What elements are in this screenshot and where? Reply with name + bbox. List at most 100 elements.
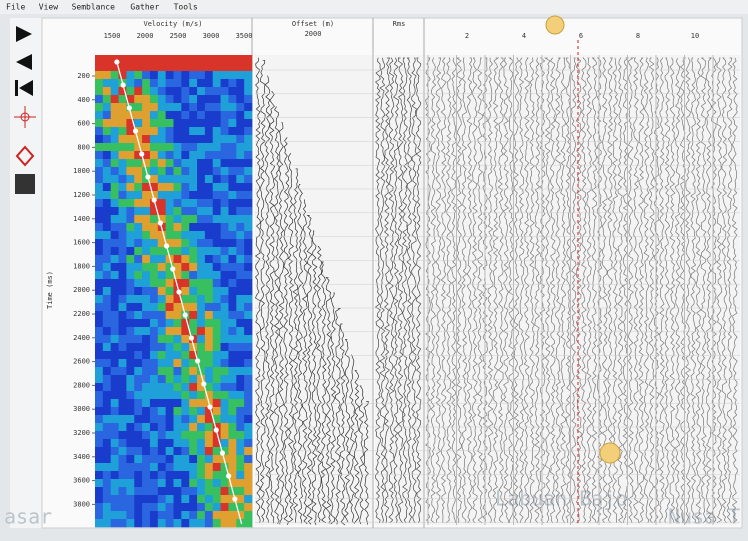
semblance-cell <box>110 71 119 80</box>
semblance-cell <box>220 479 229 488</box>
semblance-cell <box>149 431 159 440</box>
semblance-cell <box>236 159 245 168</box>
semblance-cell <box>220 303 229 312</box>
semblance-cell <box>212 215 221 224</box>
semblance-cell <box>244 327 253 336</box>
semblance-cell <box>165 343 174 352</box>
semblance-cell <box>118 151 127 160</box>
semblance-cell <box>244 423 253 432</box>
semblance-cell <box>197 223 206 232</box>
semblance-cell <box>126 55 135 64</box>
semblance-cell <box>220 287 229 296</box>
menu-item[interactable]: Gather <box>130 3 159 12</box>
semblance-cell <box>95 423 104 432</box>
semblance-cell <box>157 359 166 368</box>
semblance-cell <box>102 447 111 456</box>
semblance-cell <box>95 351 104 360</box>
semblance-cell <box>157 279 166 288</box>
semblance-cell <box>118 399 127 408</box>
semblance-cell <box>181 103 190 112</box>
semblance-cell <box>173 391 182 400</box>
gather-trace <box>721 57 728 524</box>
semblance-cell <box>189 383 198 392</box>
semblance-cell <box>220 103 229 112</box>
semblance-cell <box>157 495 166 504</box>
gather-trace <box>586 57 593 524</box>
semblance-cell <box>197 391 206 400</box>
gather-trace <box>523 57 530 524</box>
semblance-cell <box>118 375 127 384</box>
semblance-cell <box>189 79 198 88</box>
semblance-cell <box>165 383 174 392</box>
semblance-cell <box>220 207 229 216</box>
semblance-cell <box>102 263 111 272</box>
semblance-cell <box>134 119 143 128</box>
semblance-cell <box>95 271 104 280</box>
semblance-cell <box>149 487 159 496</box>
semblance-cell <box>189 503 198 512</box>
semblance-cell <box>181 495 190 504</box>
semblance-cell <box>212 359 221 368</box>
semblance-cell <box>212 367 221 376</box>
semblance-cell <box>102 503 111 512</box>
semblance-cell <box>236 423 245 432</box>
semblance-cell <box>95 191 104 200</box>
semblance-cell <box>142 383 151 392</box>
play-button[interactable] <box>16 26 32 42</box>
semblance-cell <box>95 439 104 448</box>
semblance-cell <box>197 431 206 440</box>
menu-item[interactable]: Tools <box>174 3 198 12</box>
semblance-cell <box>126 191 135 200</box>
semblance-cell <box>212 167 221 176</box>
semblance-cell <box>118 495 127 504</box>
semblance-cell <box>102 303 111 312</box>
menu-item[interactable]: View <box>39 3 58 12</box>
back-button[interactable] <box>16 54 32 70</box>
semblance-cell <box>189 111 198 120</box>
semblance-cell <box>157 383 166 392</box>
semblance-cell <box>95 519 104 528</box>
semblance-cell <box>95 215 104 224</box>
semblance-cell <box>204 503 214 512</box>
semblance-cell <box>149 375 159 384</box>
semblance-cell <box>165 271 174 280</box>
semblance-cell <box>95 375 104 384</box>
semblance-cell <box>157 519 166 528</box>
time-tick: 1600 <box>73 239 90 247</box>
semblance-cell <box>173 247 182 256</box>
semblance-cell <box>236 95 245 104</box>
semblance-cell <box>220 423 229 432</box>
gather-trace <box>731 57 738 524</box>
gather-trace <box>555 57 561 524</box>
gather-trace <box>726 57 733 524</box>
semblance-cell <box>236 351 245 360</box>
semblance-cell <box>173 191 182 200</box>
semblance-cell <box>212 487 221 496</box>
semblance-cell <box>165 431 174 440</box>
semblance-cell <box>212 447 221 456</box>
semblance-cell <box>134 383 143 392</box>
semblance-cell <box>134 471 143 480</box>
semblance-cell <box>212 63 221 72</box>
first-button[interactable] <box>15 80 33 96</box>
pick-tool[interactable] <box>14 106 36 128</box>
semblance-cell <box>189 231 198 240</box>
semblance-cell <box>95 151 104 160</box>
menu-item[interactable]: Semblance <box>72 3 116 12</box>
semblance-cell <box>244 151 253 160</box>
time-tick: 3400 <box>73 453 90 461</box>
semblance-cell <box>134 319 143 328</box>
semblance-cell <box>165 135 174 144</box>
semblance-cell <box>134 215 143 224</box>
semblance-cell <box>110 519 119 528</box>
semblance-cell <box>189 255 198 264</box>
menu-item[interactable]: File <box>6 3 25 12</box>
semblance-cell <box>134 231 143 240</box>
semblance-cell <box>165 111 174 120</box>
semblance-cell <box>228 407 237 416</box>
target-tool[interactable] <box>15 145 35 167</box>
offset-trace <box>254 57 261 524</box>
image-tool[interactable] <box>15 174 35 194</box>
semblance-cell <box>220 199 229 208</box>
semblance-cell <box>204 351 214 360</box>
